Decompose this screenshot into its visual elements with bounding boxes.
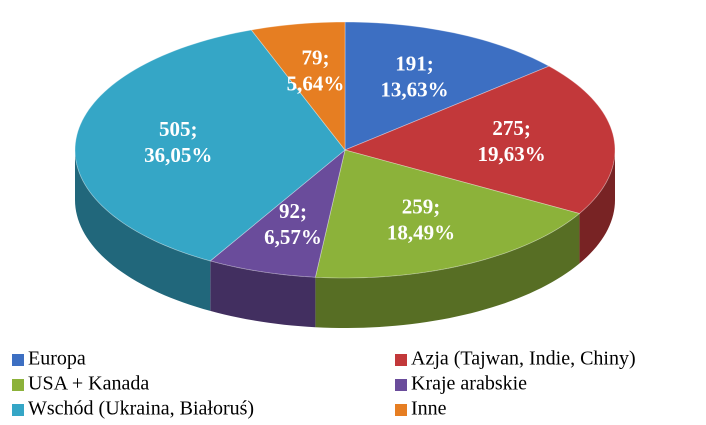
legend-label: USA + Kanada bbox=[28, 373, 149, 395]
pie-slice bbox=[344, 21, 550, 151]
pie-slice bbox=[314, 149, 581, 279]
legend-label: Azja (Tajwan, Indie, Chiny) bbox=[411, 348, 636, 370]
legend-swatch bbox=[395, 379, 407, 391]
pie-side bbox=[579, 150, 615, 264]
legend-swatch bbox=[395, 404, 407, 416]
legend-swatch bbox=[12, 379, 24, 391]
data-label: 13,63% bbox=[380, 78, 448, 102]
legend-label: Kraje arabskie bbox=[411, 373, 527, 395]
legend-label: Wschód (Ukraina, Białoruś) bbox=[28, 398, 254, 420]
data-label: 5,64% bbox=[287, 72, 345, 96]
legend-swatch bbox=[12, 404, 24, 416]
data-label: 18,49% bbox=[387, 221, 455, 245]
data-label: 6,57% bbox=[264, 225, 322, 249]
data-label: 275; bbox=[492, 116, 531, 140]
data-label: 259; bbox=[402, 195, 441, 219]
pie-side bbox=[315, 213, 580, 328]
pie-side bbox=[75, 150, 211, 311]
data-label: 79; bbox=[302, 46, 330, 70]
legend-label: Inne bbox=[411, 398, 447, 420]
pie-side bbox=[210, 260, 316, 328]
data-label: 191; bbox=[395, 52, 434, 76]
legend-swatch bbox=[395, 354, 407, 366]
pie-slice bbox=[74, 29, 346, 262]
data-label: 36,05% bbox=[144, 143, 212, 167]
pie-slice bbox=[209, 148, 346, 278]
pie-slice bbox=[250, 21, 346, 152]
legend-swatch bbox=[12, 354, 24, 366]
data-label: 19,63% bbox=[477, 142, 545, 166]
data-label: 505; bbox=[159, 117, 198, 141]
pie-slice bbox=[343, 65, 616, 214]
legend-label: Europa bbox=[28, 348, 86, 370]
data-label: 92; bbox=[279, 199, 307, 223]
